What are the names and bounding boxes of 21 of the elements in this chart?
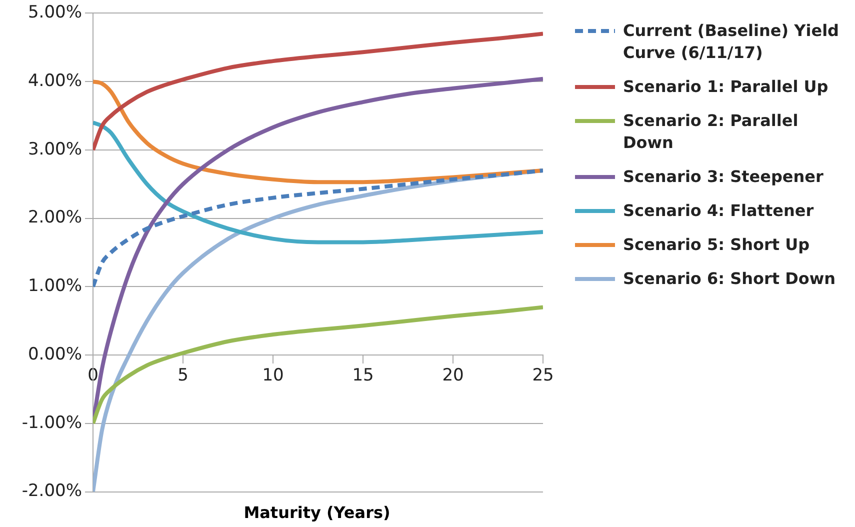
legend-label: Scenario 5: Short Up bbox=[623, 234, 810, 256]
x-tick-label: 5 bbox=[178, 366, 188, 386]
x-tick-label: 20 bbox=[442, 366, 464, 386]
y-tick-label: 5.00% bbox=[28, 2, 82, 23]
x-tick-label: 25 bbox=[532, 366, 554, 386]
y-tick-label: 0.00% bbox=[28, 344, 82, 364]
legend-label: Scenario 1: Parallel Up bbox=[623, 76, 828, 98]
x-tick-label: 15 bbox=[352, 366, 374, 386]
legend-label: Scenario 3: Steepener bbox=[623, 166, 824, 188]
x-axis-title: Maturity (Years) bbox=[242, 503, 392, 522]
y-tick-label: 2.00% bbox=[28, 208, 82, 228]
y-tick-label: -1.00% bbox=[22, 412, 82, 433]
y-tick-label: -2.00% bbox=[22, 481, 82, 502]
y-tick-label: 1.00% bbox=[28, 276, 82, 296]
legend-label: Scenario 4: Flattener bbox=[623, 200, 814, 222]
legend-label: Scenario 2: Parallel Down bbox=[623, 110, 800, 154]
legend-label: Scenario 6: Short Down bbox=[623, 268, 836, 290]
y-tick-label: 3.00% bbox=[28, 139, 82, 160]
x-tick-label: 10 bbox=[262, 366, 284, 386]
legend-label: Current (Baseline) Yield Curve (6/11/17) bbox=[623, 20, 840, 64]
y-tick-label: 4.00% bbox=[28, 70, 82, 91]
